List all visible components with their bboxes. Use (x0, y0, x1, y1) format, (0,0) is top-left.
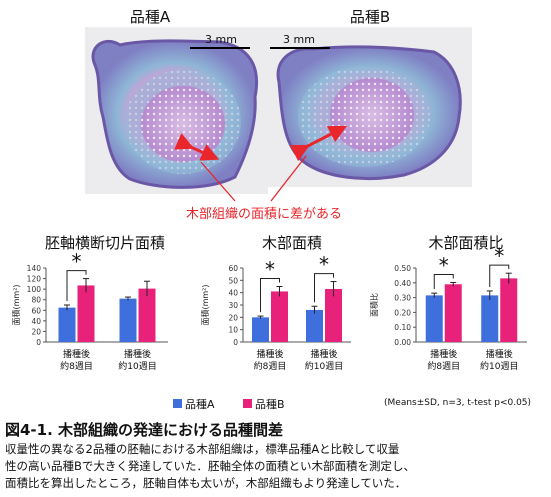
chart-title: 胚軸横断切片面積 (45, 234, 165, 252)
x-category-label: 播種後 (63, 348, 90, 360)
y-tick-label: 0 (36, 338, 41, 347)
y-tick-label: 0.40 (394, 279, 411, 288)
y-axis-label: 面積比 (369, 293, 379, 317)
scale-label-right: 3 mm (283, 33, 315, 46)
legend-label-b: 品種B (255, 398, 285, 411)
y-axis-label: 面積(mm²) (11, 284, 21, 325)
caption-line-3: 面積比を算出したところ，胚軸自体も太いが，木部組織もより発達していた． (5, 476, 407, 490)
significance-bracket (66, 270, 87, 301)
y-tick-label: 60 (31, 306, 41, 315)
bar (306, 309, 323, 342)
x-category-label: 約8週目 (60, 360, 93, 372)
chart-title: 木部面積比 (428, 234, 503, 252)
bar (77, 285, 95, 342)
significance-bracket (314, 273, 334, 303)
double-arrow-left (174, 133, 220, 161)
y-tick-label: 60 (228, 264, 238, 273)
double-arrow-right (289, 125, 348, 162)
y-tick-label: 50 (228, 276, 238, 285)
annotation-arrows (174, 125, 348, 202)
caption-line-2: 性の高い品種Bで大きく発達していた．胚軸全体の面積とい木部面積を測定し、 (5, 459, 416, 473)
y-tick-label: 40 (228, 289, 238, 298)
y-tick-label: 20 (31, 327, 41, 336)
y-tick-label: 120 (27, 275, 42, 284)
scale-label-left: 3 mm (205, 33, 237, 46)
y-tick-label: 0.50 (394, 264, 411, 273)
caption-line-1: 収量性の異なる2品種の胚軸における木部組織は，標準品種Aと比較して収量 (5, 442, 400, 456)
chart-title: 木部面積 (262, 234, 322, 252)
y-tick-label: 0 (233, 338, 238, 347)
x-category-label: 約10週目 (305, 360, 343, 372)
x-category-label: 播種後 (310, 348, 337, 360)
photo-label-left: 品種A (129, 8, 171, 26)
significance-star: * (72, 250, 82, 274)
y-tick-label: 0.20 (394, 308, 411, 317)
y-tick-label: 10 (228, 326, 238, 335)
scale-bar-left (190, 47, 250, 49)
significance-star: * (265, 258, 275, 282)
connector-line-left (200, 161, 236, 202)
y-tick-label: 0.10 (394, 323, 411, 332)
significance-star: * (439, 254, 449, 278)
bar (271, 291, 288, 342)
significance-bracket (489, 264, 510, 287)
significance-star: * (494, 244, 504, 268)
y-tick-label: 30 (228, 301, 238, 310)
significance-star: * (319, 253, 329, 277)
y-tick-label: 0.00 (394, 338, 411, 347)
bar (325, 288, 342, 342)
x-category-label: 約10週目 (118, 360, 156, 372)
figure-caption: 収量性の異なる2品種の胚軸における木部組織は，標準品種Aと比較して収量 性の高い… (5, 441, 545, 492)
y-tick-label: 100 (27, 285, 42, 294)
x-category-label: 約8週目 (254, 360, 287, 372)
legend-swatch-a (173, 399, 182, 408)
x-category-label: 約10週目 (480, 360, 518, 372)
bar (444, 284, 462, 342)
y-axis-label: 面積(mm²) (200, 284, 210, 325)
bar (252, 317, 269, 342)
legend-label-a: 品種A (185, 398, 215, 411)
y-tick-label: 80 (31, 296, 41, 305)
stats-note: (Means±SD, n=3, t-test p<0.05) (384, 398, 532, 408)
x-category-label: 約8週目 (427, 360, 460, 372)
bar (138, 288, 156, 342)
y-tick-label: 20 (228, 313, 238, 322)
legend-swatch-b (243, 399, 252, 408)
x-category-label: 播種後 (486, 348, 513, 360)
scale-bar-right (270, 47, 330, 49)
significance-bracket (260, 278, 280, 313)
connector-line-right (270, 155, 307, 202)
y-tick-label: 0.30 (394, 294, 411, 303)
bar (119, 298, 137, 342)
bar (58, 307, 76, 342)
bar (481, 295, 499, 342)
x-category-label: 播種後 (430, 348, 457, 360)
bar (425, 295, 443, 342)
x-category-label: 播種後 (124, 348, 151, 360)
y-tick-label: 140 (27, 264, 42, 273)
x-category-label: 播種後 (256, 348, 283, 360)
figure-title: 図4-1. 木部組織の発達における品種間差 (5, 421, 284, 439)
photo-label-right: 品種B (349, 8, 391, 26)
bar (500, 278, 518, 342)
annotation-text: 木部組織の面積に差がある (186, 207, 343, 222)
y-tick-label: 40 (31, 317, 41, 326)
significance-bracket (433, 274, 454, 290)
